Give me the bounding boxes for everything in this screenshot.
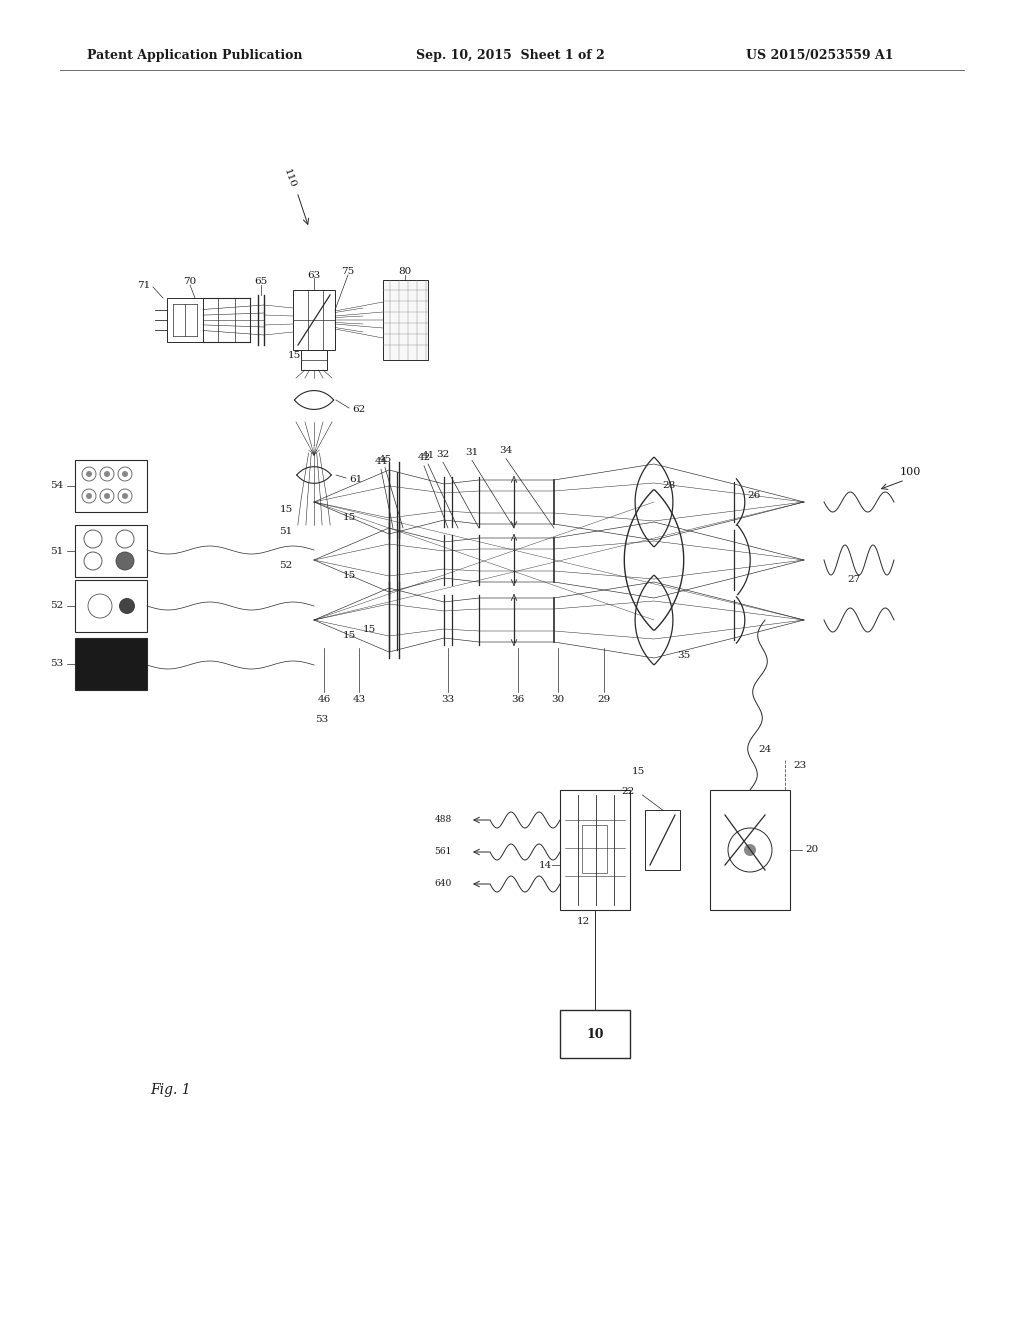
Text: 45: 45 [379,455,391,465]
Circle shape [104,471,110,477]
FancyBboxPatch shape [75,459,147,512]
Text: 46: 46 [317,696,331,705]
Text: 15: 15 [342,512,355,521]
FancyBboxPatch shape [75,525,147,577]
Text: US 2015/0253559 A1: US 2015/0253559 A1 [746,49,894,62]
Text: 15: 15 [362,626,376,635]
Circle shape [86,492,92,499]
Circle shape [122,492,128,499]
Text: Sep. 10, 2015  Sheet 1 of 2: Sep. 10, 2015 Sheet 1 of 2 [416,49,604,62]
Text: 80: 80 [398,268,412,276]
Text: 15: 15 [288,351,301,359]
FancyBboxPatch shape [383,280,428,360]
FancyBboxPatch shape [167,298,203,342]
Text: 33: 33 [441,696,455,705]
Text: 31: 31 [465,447,478,457]
Text: 15: 15 [342,570,355,579]
Circle shape [122,471,128,477]
Text: 14: 14 [539,861,552,870]
Text: 70: 70 [183,277,197,286]
Text: 32: 32 [436,450,450,459]
Text: 42: 42 [418,453,431,462]
Text: 15: 15 [342,631,355,639]
Text: 65: 65 [254,277,267,286]
Text: 54: 54 [50,482,63,491]
Text: 110: 110 [283,168,298,189]
Circle shape [744,843,756,855]
Text: 10: 10 [587,1027,604,1040]
Text: 488: 488 [435,816,452,825]
Text: 15: 15 [280,506,293,515]
Text: 15: 15 [632,767,645,776]
Text: 53: 53 [50,660,63,668]
FancyBboxPatch shape [560,1010,630,1059]
FancyBboxPatch shape [582,825,607,873]
Circle shape [104,492,110,499]
FancyBboxPatch shape [75,579,147,632]
FancyBboxPatch shape [293,290,335,350]
Text: Patent Application Publication: Patent Application Publication [87,49,303,62]
FancyBboxPatch shape [301,350,327,370]
Text: 30: 30 [551,696,564,705]
Text: 51: 51 [280,528,293,536]
Text: 27: 27 [848,576,860,585]
Text: 52: 52 [280,561,293,569]
Text: 75: 75 [341,268,354,276]
Text: 29: 29 [597,696,610,705]
Text: 22: 22 [621,788,634,796]
Circle shape [86,471,92,477]
Text: 561: 561 [434,847,452,857]
Text: 640: 640 [435,879,452,888]
Circle shape [119,598,135,614]
Text: 61: 61 [349,475,362,484]
Text: 43: 43 [352,696,366,705]
FancyBboxPatch shape [710,789,790,909]
Text: 100: 100 [899,467,921,477]
Text: 34: 34 [500,446,513,455]
Text: 41: 41 [421,451,434,461]
Text: 28: 28 [663,480,676,490]
Text: 44: 44 [375,457,388,466]
Text: 20: 20 [805,846,818,854]
FancyBboxPatch shape [75,638,147,690]
Text: 24: 24 [759,746,772,755]
Text: 71: 71 [137,281,150,289]
FancyBboxPatch shape [645,810,680,870]
Text: 35: 35 [677,651,690,660]
FancyBboxPatch shape [560,789,630,909]
Circle shape [116,552,134,570]
Text: 63: 63 [307,271,321,280]
Text: 53: 53 [315,715,329,725]
Text: 52: 52 [50,602,63,610]
Text: 23: 23 [794,760,807,770]
Text: 51: 51 [50,546,63,556]
Text: 12: 12 [577,917,590,927]
Text: 62: 62 [352,405,366,414]
Text: 26: 26 [748,491,761,499]
Text: 36: 36 [511,696,524,705]
Text: Fig. 1: Fig. 1 [150,1082,190,1097]
